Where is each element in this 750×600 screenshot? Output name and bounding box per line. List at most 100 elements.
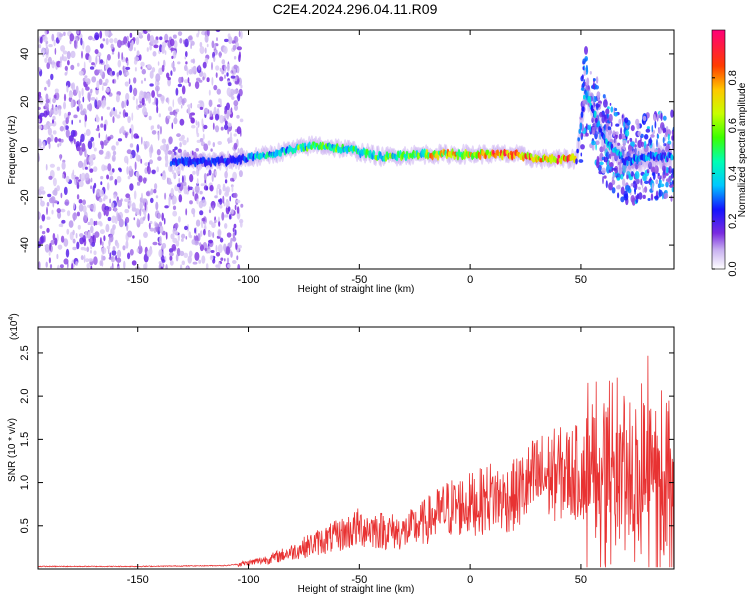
- heatmap-cell: [63, 238, 69, 247]
- heatmap-cell: [224, 74, 226, 79]
- heatmap-cell: [148, 161, 150, 168]
- heatmap-cell: [202, 133, 205, 140]
- heatmap-cell: [39, 97, 44, 105]
- heatmap-cell: [111, 250, 117, 256]
- heatmap-cell: [167, 97, 170, 105]
- heatmap-cell: [599, 111, 603, 118]
- heatmap-cell: [99, 229, 105, 235]
- heatmap-cell: [53, 106, 59, 116]
- colorbar-tick-label: 0.4: [727, 166, 739, 181]
- heatmap-cell: [181, 98, 185, 106]
- heatmap-cell: [105, 209, 109, 217]
- heatmap-cell: [88, 155, 94, 164]
- heatmap-cell: [130, 154, 133, 160]
- heatmap-cell: [183, 149, 187, 159]
- heatmap-cell: [62, 50, 68, 55]
- heatmap-cell: [168, 164, 174, 173]
- heatmap-cell: [43, 110, 48, 118]
- heatmap-cell: [233, 55, 237, 60]
- heatmap-cell: [659, 183, 665, 188]
- heatmap-cell: [164, 192, 167, 200]
- heatmap-cell: [106, 245, 111, 250]
- heatmap-cell: [638, 192, 643, 200]
- heatmap-cell: [88, 55, 92, 63]
- heatmap-cell: [204, 247, 207, 252]
- heatmap-cell: [63, 186, 68, 196]
- heatmap-cell: [650, 193, 654, 201]
- heatmap-cell: [90, 88, 93, 94]
- heatmap-cell: [39, 112, 45, 117]
- heatmap-cell: [125, 71, 130, 76]
- heatmap-cell: [56, 208, 61, 214]
- heatmap-cell: [213, 256, 215, 261]
- heatmap-cell: [585, 132, 589, 137]
- heatmap-cell: [201, 217, 206, 222]
- heatmap-cell: [46, 227, 50, 233]
- heatmap-cell: [634, 147, 637, 154]
- heatmap-cell: [222, 195, 225, 204]
- heatmap-cell: [194, 227, 197, 234]
- heatmap-cell: [85, 258, 89, 263]
- heatmap-cell: [669, 176, 672, 181]
- heatmap-cell: [665, 146, 669, 152]
- heatmap-cell: [171, 55, 174, 60]
- heatmap-cell: [140, 80, 144, 84]
- heatmap-cell: [116, 257, 122, 264]
- heatmap-cell: [84, 247, 87, 251]
- heatmap-cell: [204, 47, 207, 54]
- heatmap-cell: [101, 116, 103, 121]
- heatmap-cell: [239, 221, 243, 228]
- heatmap-cell: [135, 171, 140, 177]
- heatmap-cell: [58, 138, 62, 142]
- heatmap-cell: [203, 173, 207, 181]
- heatmap-cell: [87, 35, 93, 41]
- heatmap-cell: [645, 128, 651, 133]
- heatmap-cell: [52, 119, 54, 124]
- heatmap-cell: [111, 168, 115, 173]
- heatmap-cell: [69, 33, 75, 42]
- heatmap-cell: [73, 40, 77, 49]
- heatmap-cell: [227, 264, 231, 268]
- x-tick-label: -100: [238, 574, 260, 586]
- heatmap-cell: [191, 150, 194, 156]
- heatmap-cell: [132, 96, 136, 101]
- heatmap-cell: [99, 30, 103, 39]
- heatmap-cell: [133, 77, 137, 84]
- heatmap-cell: [603, 99, 608, 108]
- heatmap-cell: [185, 51, 188, 58]
- heatmap-cell: [97, 100, 102, 107]
- heatmap-cell: [131, 202, 136, 211]
- heatmap-cell: [178, 216, 181, 223]
- heatmap-cell: [85, 128, 91, 137]
- heatmap-cell: [60, 192, 63, 199]
- heatmap-cell: [134, 161, 137, 171]
- heatmap-cell: [229, 239, 233, 248]
- heatmap-cell: [165, 158, 169, 166]
- heatmap-cell: [208, 169, 212, 176]
- heatmap-cell: [179, 142, 182, 148]
- heatmap-cell: [238, 54, 241, 62]
- heatmap-cell: [646, 156, 649, 161]
- heatmap-cell: [153, 39, 159, 44]
- heatmap-cell: [184, 38, 189, 48]
- heatmap-cell: [178, 137, 184, 142]
- heatmap-cell: [612, 167, 617, 171]
- heatmap-cell: [147, 213, 150, 222]
- heatmap-cell: [229, 195, 231, 202]
- heatmap-cell: [91, 241, 96, 247]
- heatmap-cell: [174, 146, 178, 150]
- heatmap-cell: [613, 173, 616, 178]
- heatmap-cell: [186, 151, 190, 158]
- heatmap-cell: [46, 137, 52, 143]
- heatmap-cell: [209, 206, 212, 211]
- heatmap-cell: [140, 158, 143, 164]
- heatmap-cell: [133, 190, 137, 200]
- heatmap-cell: [233, 192, 238, 199]
- heatmap-cell: [93, 166, 98, 173]
- heatmap-cell: [83, 61, 86, 70]
- heatmap-cell: [106, 58, 108, 66]
- heatmap-cell: [184, 64, 188, 71]
- heatmap-cell: [95, 55, 98, 65]
- heatmap-cell: [138, 239, 141, 249]
- snr-frame: [37, 326, 675, 570]
